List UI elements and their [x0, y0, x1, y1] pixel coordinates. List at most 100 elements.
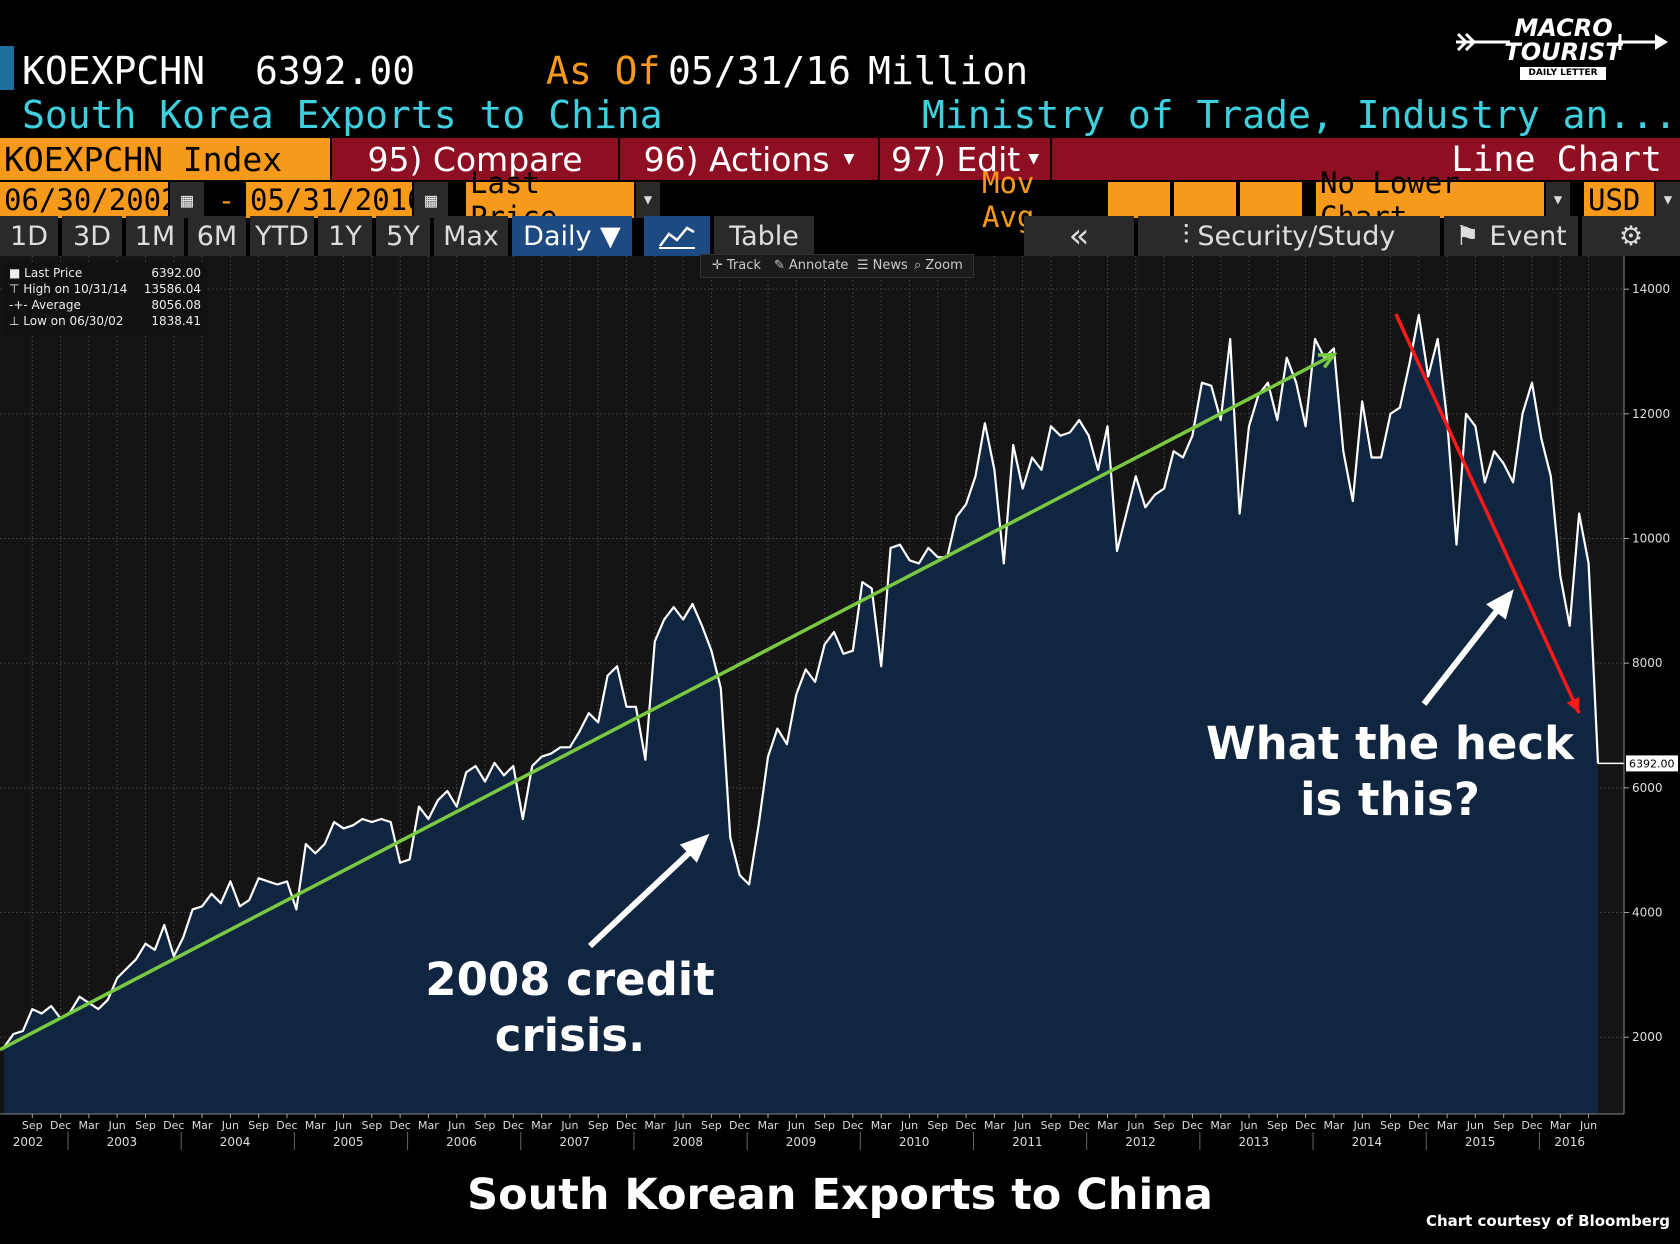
period-button-5y[interactable]: 5Y	[376, 216, 430, 256]
x-tick-label: Jun	[1579, 1119, 1597, 1132]
x-year-label: 2016	[1554, 1135, 1585, 1149]
x-year-label: 2009	[786, 1135, 817, 1149]
end-date-input[interactable]: 05/31/2016	[246, 182, 425, 218]
settings-button[interactable]: ⚙	[1582, 216, 1680, 256]
y-tick-label: 2000	[1632, 1030, 1663, 1044]
news-tool[interactable]: ☰ News	[857, 254, 908, 276]
track-tool[interactable]: ✛ Track	[712, 254, 761, 276]
footer-credit: Chart courtesy of Bloomberg	[1425, 1212, 1670, 1230]
actions-button[interactable]: 96) Actions ▼	[620, 138, 878, 180]
news-label: News	[872, 257, 908, 273]
flag-icon: ⚑	[1455, 220, 1480, 252]
annotate-label: Annotate	[788, 257, 849, 273]
mov-avg-slot-2[interactable]	[1174, 182, 1236, 218]
crisis-callout-arrow	[587, 835, 708, 949]
x-tick-label: Dec	[1521, 1119, 1542, 1132]
x-tick-label: Sep	[475, 1119, 496, 1132]
x-tick-label: Jun	[900, 1119, 918, 1132]
start-date-input[interactable]: 06/30/2002	[0, 182, 179, 218]
chevron-down-icon[interactable]: ▼	[636, 182, 660, 218]
line-chart-icon	[659, 226, 695, 249]
event-button[interactable]: ⚑ Event	[1444, 216, 1578, 256]
x-tick-label: Sep	[22, 1119, 43, 1132]
period-button-max[interactable]: Max	[434, 216, 508, 256]
lower-chart-select[interactable]: No Lower Chart	[1316, 166, 1544, 234]
legend-label: Average	[31, 298, 81, 312]
chevron-down-icon[interactable]: ▼	[1546, 182, 1570, 218]
last-value-tag-text: 6392.00	[1629, 757, 1675, 770]
news-icon: ☰	[857, 257, 869, 273]
x-tick-label: Sep	[361, 1119, 382, 1132]
x-tick-label: Jun	[334, 1119, 352, 1132]
legend-value: 1838.41	[151, 314, 201, 328]
period-button-1m[interactable]: 1M	[126, 216, 184, 256]
x-tick-label: Jun	[560, 1119, 578, 1132]
period-button-ytd[interactable]: YTD	[250, 216, 314, 256]
y-tick-label: 14000	[1632, 282, 1670, 296]
compare-button[interactable]: 95) Compare	[332, 138, 618, 180]
x-tick-label: Jun	[1239, 1119, 1257, 1132]
annotate-tool[interactable]: ✎ Annotate	[774, 254, 848, 276]
x-tick-label: Mar	[1550, 1119, 1571, 1132]
security-study-button[interactable]: ⫶ Security/Study	[1138, 216, 1440, 256]
period-button-1d[interactable]: 1D	[0, 216, 58, 256]
frequency-select[interactable]: Daily ▼	[512, 216, 632, 256]
field-select[interactable]: Last Price	[466, 166, 634, 234]
heck-annotation-line2: is this?	[1300, 773, 1480, 827]
x-tick-label: Jun	[1126, 1119, 1144, 1132]
x-tick-label: Dec	[276, 1119, 297, 1132]
x-tick-label: Sep	[1493, 1119, 1514, 1132]
x-tick-label: Jun	[1466, 1119, 1484, 1132]
x-tick-label: Sep	[1380, 1119, 1401, 1132]
x-tick-label: Sep	[1041, 1119, 1062, 1132]
logo-arrows	[1456, 32, 1668, 52]
period-button-1y[interactable]: 1Y	[318, 216, 372, 256]
mov-avg-slot-3[interactable]	[1240, 182, 1302, 218]
period-button-6m[interactable]: 6M	[188, 216, 246, 256]
x-tick-label: Mar	[1210, 1119, 1231, 1132]
chevron-down-icon[interactable]: ▼	[1656, 182, 1680, 218]
table-button[interactable]: Table	[714, 216, 814, 256]
x-tick-label: Mar	[531, 1119, 552, 1132]
last-value: 6392.00	[255, 49, 416, 93]
x-tick-label: Dec	[1295, 1119, 1316, 1132]
zoom-tool[interactable]: ⌕ Zoom	[914, 254, 963, 276]
x-tick-label: Dec	[616, 1119, 637, 1132]
chevron-down-icon: ▼	[843, 151, 855, 167]
period-button-3d[interactable]: 3D	[62, 216, 122, 256]
x-year-label: 2005	[333, 1135, 364, 1149]
mov-avg-slot-1[interactable]	[1108, 182, 1170, 218]
x-tick-label: Sep	[927, 1119, 948, 1132]
average-marker-icon: -+-	[9, 298, 28, 312]
security-field[interactable]: KOEXPCHN Index	[0, 138, 330, 180]
collapse-button[interactable]: «	[1024, 216, 1134, 256]
x-year-label: 2003	[107, 1135, 138, 1149]
edit-button[interactable]: 97) Edit ▼	[880, 138, 1050, 180]
x-year-label: 2007	[559, 1135, 590, 1149]
logo-line3: DAILY LETTER	[1520, 67, 1606, 80]
chart-toolbar	[700, 254, 974, 278]
chevron-down-icon: ▼	[1028, 151, 1040, 167]
legend-row-last: ■ Last Price 6392.00	[9, 266, 201, 282]
square-icon: ■	[9, 266, 21, 280]
x-year-label: 2011	[1012, 1135, 1043, 1149]
y-axis-background	[1624, 256, 1680, 1114]
currency-select[interactable]: USD	[1584, 182, 1654, 218]
high-marker-icon: ⊤	[9, 282, 20, 296]
x-tick-label: Sep	[814, 1119, 835, 1132]
x-tick-label: Mar	[418, 1119, 439, 1132]
calendar-icon[interactable]: ▦	[170, 182, 204, 218]
x-tick-label: Mar	[871, 1119, 892, 1132]
actions-label: 96) Actions	[643, 139, 830, 179]
chart-style-button[interactable]	[644, 216, 710, 256]
x-tick-label: Dec	[1069, 1119, 1090, 1132]
y-tick-label: 6000	[1632, 781, 1663, 795]
x-tick-label: Mar	[758, 1119, 779, 1132]
logo-line2: TOURIST	[1504, 38, 1622, 66]
chart-area: 2000 4000 6000 8000 10000 12000 14000 6392.00 Se…	[0, 256, 1680, 1156]
event-label: Event	[1489, 220, 1567, 252]
crosshair-icon: ✛	[712, 257, 723, 273]
date-separator: -	[218, 184, 235, 217]
calendar-icon[interactable]: ▦	[414, 182, 448, 218]
arrowhead-uptrend	[1317, 352, 1338, 369]
